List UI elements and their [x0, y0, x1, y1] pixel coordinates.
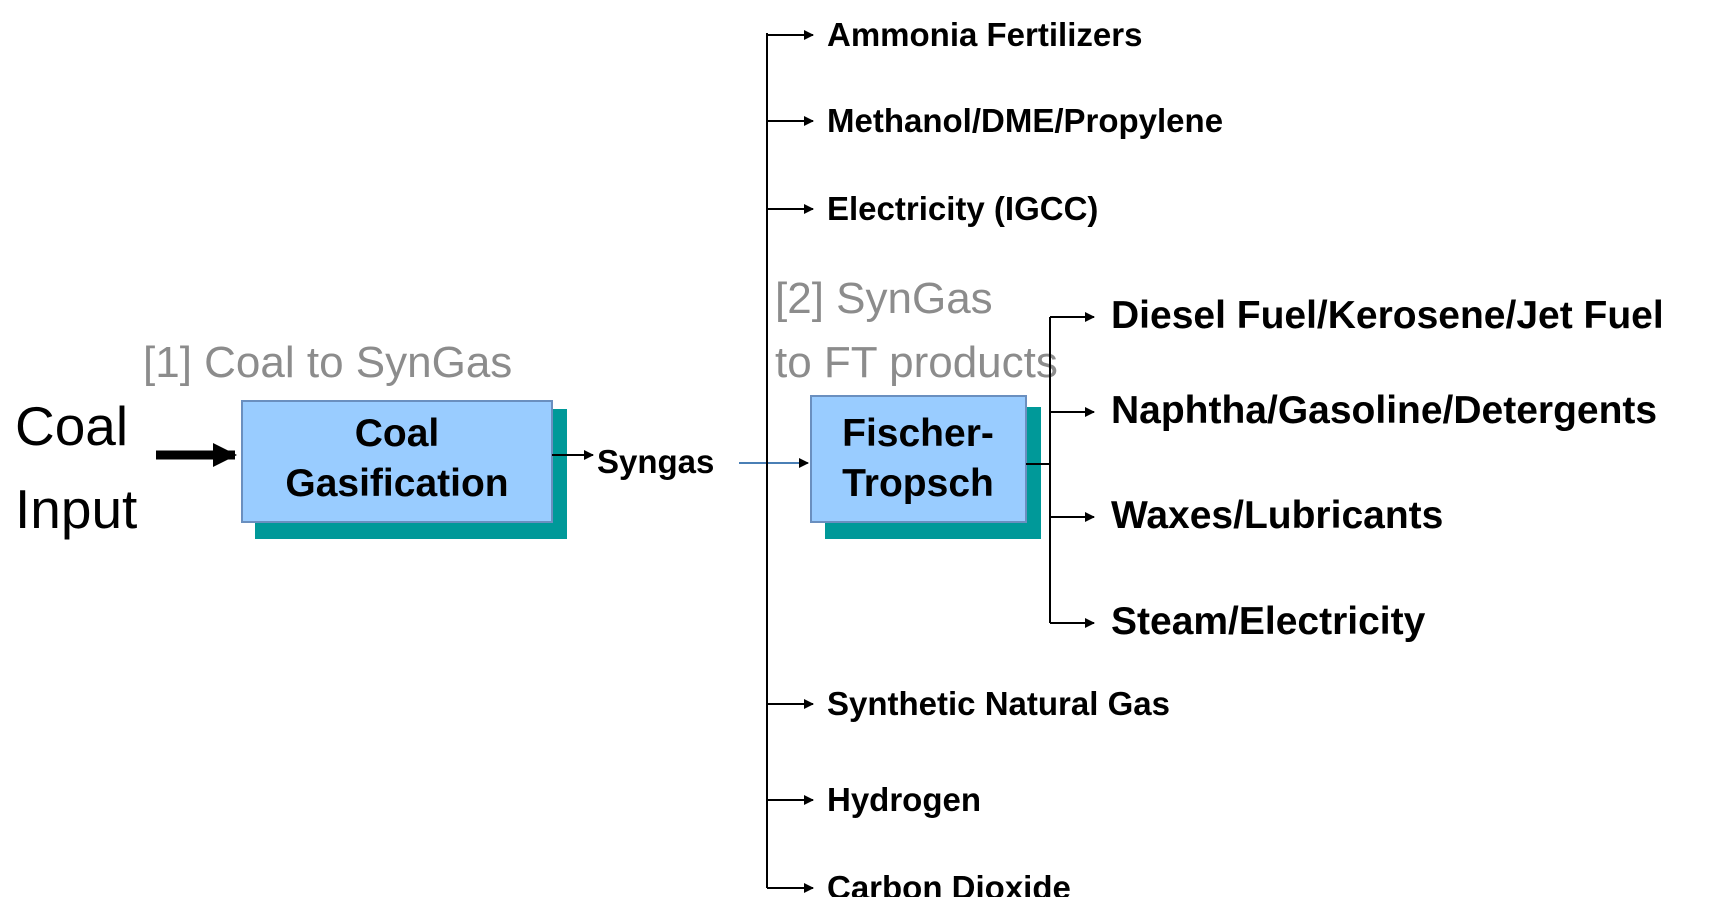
input-text: Input	[15, 478, 137, 540]
product-label: Naphtha/Gasoline/Detergents	[1111, 389, 1657, 432]
product-label: Synthetic Natural Gas	[827, 685, 1170, 722]
box-text: Gasification	[285, 462, 508, 505]
syngas-branches: Ammonia Fertilizers Methanol/DME/Propylen…	[767, 16, 1223, 897]
box-text: Fischer-	[842, 412, 994, 455]
intermediate-text: Syngas	[597, 443, 714, 480]
ft-branches: Diesel Fuel/Kerosene/Jet Fuel Naphtha/Gas…	[1050, 294, 1664, 643]
stage-label: [1] Coal to SynGas	[143, 338, 512, 387]
product-label: Methanol/DME/Propylene	[827, 102, 1223, 139]
product-label: Steam/Electricity	[1111, 600, 1426, 643]
box-text: Tropsch	[842, 462, 994, 505]
input-text: Coal	[15, 395, 128, 457]
product-label: Electricity (IGCC)	[827, 190, 1098, 227]
product-label: Carbon Dioxide	[827, 869, 1071, 897]
process-box	[241, 400, 553, 523]
product-label: Hydrogen	[827, 781, 981, 818]
stage-label: to FT products	[775, 338, 1058, 387]
stage-label: [2] SynGas	[775, 274, 993, 323]
product-label: Diesel Fuel/Kerosene/Jet Fuel	[1111, 294, 1664, 337]
box-text: Coal	[355, 412, 440, 455]
product-label: Waxes/Lubricants	[1111, 494, 1443, 537]
process-box	[810, 395, 1027, 523]
product-label: Ammonia Fertilizers	[827, 16, 1142, 53]
